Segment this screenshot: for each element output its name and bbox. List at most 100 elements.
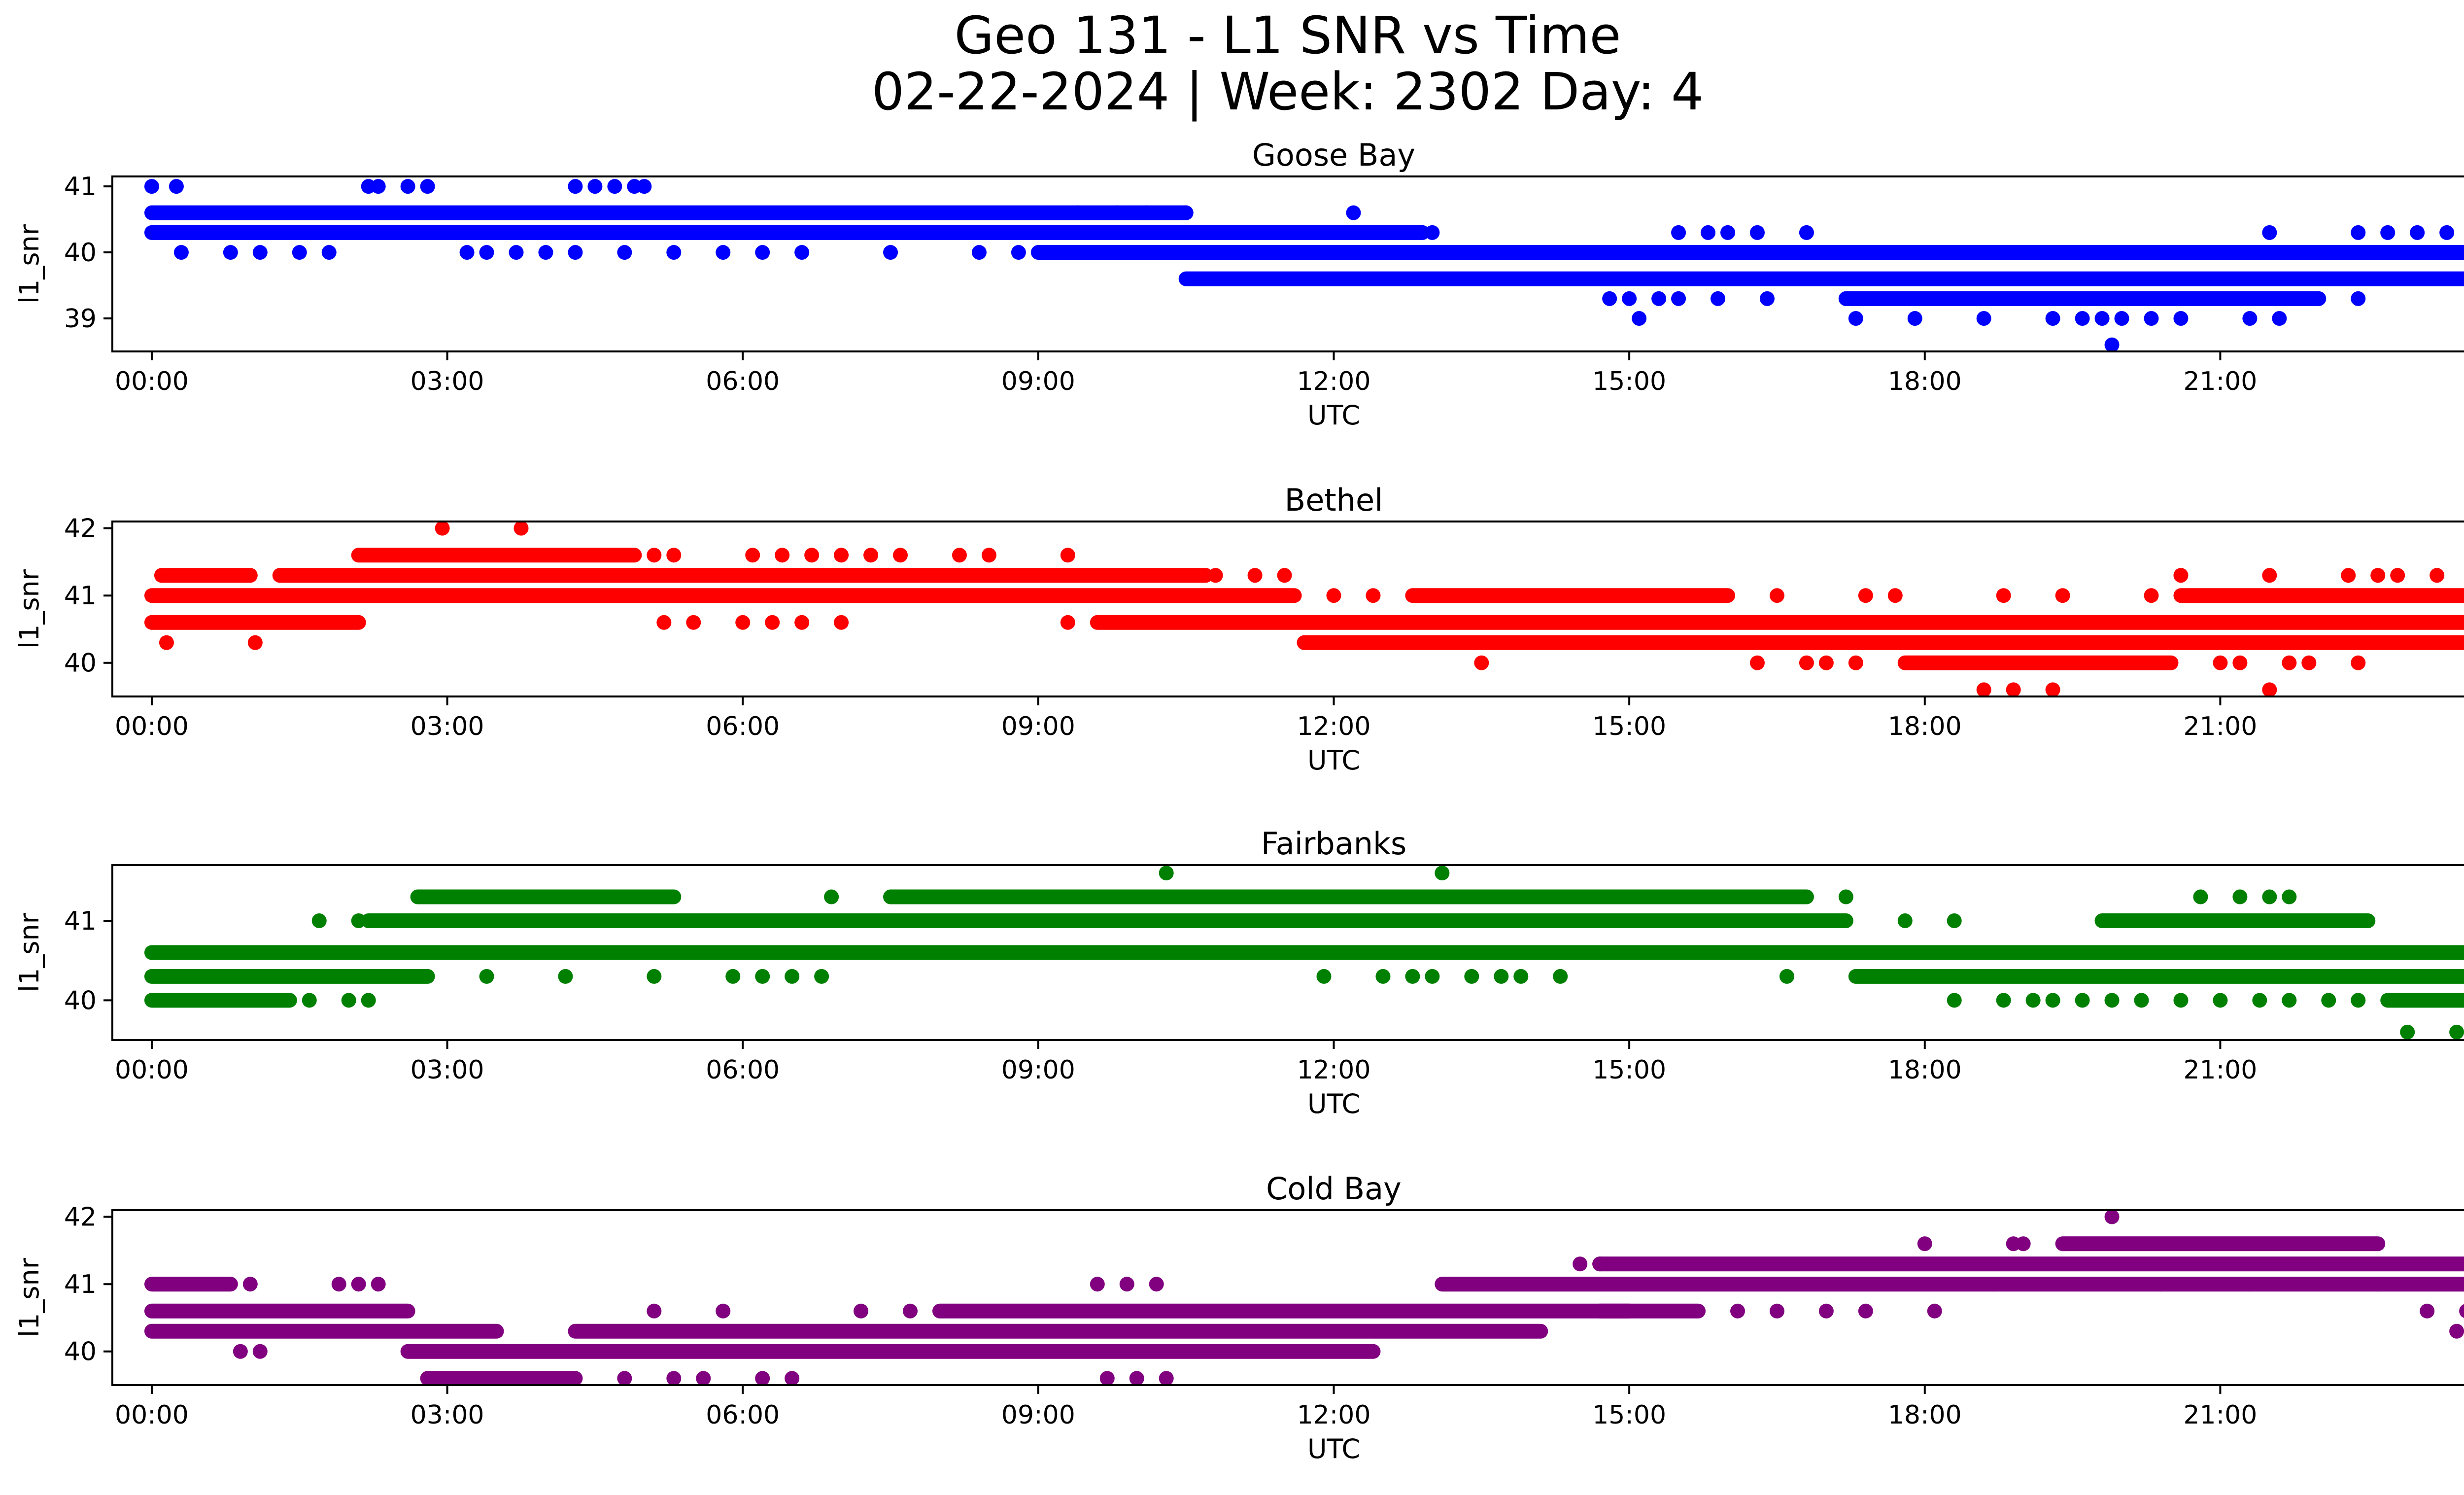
data-point-cold-bay-30	[1592, 1256, 1608, 1272]
point-run-goose-bay-1	[144, 225, 1430, 240]
y-tick-label-goose-bay-0: 39	[64, 304, 97, 334]
data-point-goose-bay-19	[538, 245, 553, 260]
data-point-goose-bay-5	[420, 179, 435, 194]
point-run-bethel-1	[144, 588, 1302, 603]
data-point-fairbanks-19	[814, 969, 829, 984]
data-point-fairbanks-22	[1405, 969, 1420, 984]
data-point-bethel-33	[2173, 568, 2189, 583]
data-point-cold-bay-33	[2016, 1236, 2031, 1252]
data-point-bethel-2	[159, 635, 174, 650]
data-point-cold-bay-20	[2459, 1304, 2464, 1318]
data-point-bethel-3	[247, 635, 263, 650]
y-tick-label-bethel-2: 42	[64, 514, 97, 544]
data-point-goose-bay-11	[173, 245, 189, 260]
data-point-goose-bay-51	[1711, 291, 1726, 306]
data-point-fairbanks-33	[1996, 993, 2011, 1008]
data-point-goose-bay-54	[2351, 291, 2366, 306]
data-point-bethel-41	[1749, 655, 1765, 670]
data-point-bethel-32	[2144, 588, 2159, 603]
data-point-bethel-54	[2410, 635, 2425, 650]
data-point-cold-bay-28	[1159, 1371, 1174, 1386]
data-point-fairbanks-32	[1947, 993, 1962, 1008]
point-run-cold-bay-8	[1592, 1256, 2464, 1272]
data-point-fairbanks-39	[2173, 993, 2189, 1008]
point-run-fairbanks-8	[2380, 993, 2464, 1008]
data-point-goose-bay-15	[321, 245, 337, 260]
point-run-cold-bay-0	[144, 1277, 238, 1292]
data-point-bethel-9	[834, 615, 849, 630]
data-point-goose-bay-47	[1602, 291, 1617, 306]
data-point-cold-bay-24	[755, 1371, 770, 1386]
data-point-fairbanks-17	[755, 969, 770, 984]
x-tick-label-fairbanks-1: 03:00	[411, 1055, 484, 1085]
point-run-fairbanks-4	[144, 945, 2464, 960]
y-tick-label-cold-bay-1: 41	[64, 1270, 97, 1299]
data-point-fairbanks-40	[2213, 993, 2228, 1008]
data-point-fairbanks-3	[351, 913, 366, 928]
data-point-goose-bay-64	[2144, 311, 2159, 326]
data-point-cold-bay-35	[2242, 1277, 2258, 1292]
data-point-cold-bay-3	[351, 1277, 366, 1292]
data-point-bethel-31	[2055, 588, 2070, 603]
data-point-goose-bay-56	[1632, 311, 1647, 326]
point-run-bethel-7	[1897, 655, 2179, 670]
y-axis-label-cold-bay: l1_snr	[14, 1257, 45, 1337]
point-run-cold-bay-6	[932, 1303, 1637, 1319]
point-run-fairbanks-3	[2094, 913, 2376, 928]
point-run-bethel-5	[1405, 588, 1736, 603]
data-point-goose-bay-3	[371, 179, 386, 194]
x-tick-label-goose-bay-4: 12:00	[1297, 367, 1371, 396]
data-point-fairbanks-5	[1947, 913, 1962, 928]
point-run-fairbanks-5	[144, 969, 435, 984]
data-point-goose-bay-23	[716, 245, 731, 260]
data-point-fairbanks-10	[2232, 889, 2248, 904]
point-run-fairbanks-6	[1848, 969, 2464, 984]
data-point-cold-bay-17	[1858, 1303, 1873, 1319]
data-point-goose-bay-39	[1799, 225, 1814, 240]
data-point-goose-bay-68	[2104, 337, 2120, 352]
data-point-bethel-44	[2232, 655, 2248, 670]
data-point-goose-bay-1	[169, 179, 184, 194]
x-tick-label-cold-bay-5: 15:00	[1592, 1400, 1666, 1430]
data-point-cold-bay-25	[785, 1371, 800, 1386]
point-run-fairbanks-7	[144, 993, 297, 1008]
data-point-fairbanks-26	[1513, 969, 1529, 984]
data-point-fairbanks-42	[2282, 993, 2297, 1008]
data-point-goose-bay-60	[2045, 311, 2060, 326]
data-point-bethel-15	[804, 548, 820, 563]
data-point-fairbanks-4	[1897, 913, 1913, 928]
data-point-cold-bay-5	[1090, 1277, 1105, 1292]
y-axis-label-goose-bay: l1_snr	[14, 224, 45, 304]
data-point-goose-bay-37	[1720, 225, 1736, 240]
x-tick-label-goose-bay-7: 21:00	[2183, 367, 2257, 396]
data-point-goose-bay-27	[971, 245, 987, 260]
data-point-goose-bay-52	[1759, 291, 1775, 306]
data-point-cold-bay-6	[1119, 1277, 1134, 1292]
data-point-bethel-23	[1247, 568, 1263, 583]
data-point-fairbanks-24	[1464, 969, 1479, 984]
point-run-bethel-6	[2173, 588, 2464, 603]
data-point-goose-bay-32	[1178, 205, 1194, 220]
x-tick-label-bethel-3: 09:00	[1001, 712, 1075, 741]
x-tick-label-goose-bay-6: 18:00	[1888, 367, 1962, 396]
data-point-cold-bay-13	[903, 1303, 918, 1319]
data-point-goose-bay-25	[794, 245, 810, 260]
data-point-fairbanks-44	[2351, 993, 2366, 1008]
data-point-goose-bay-13	[252, 245, 268, 260]
data-point-goose-bay-12	[223, 245, 238, 260]
data-point-fairbanks-7	[824, 889, 839, 904]
data-point-bethel-18	[893, 548, 908, 563]
data-point-goose-bay-63	[2114, 311, 2129, 326]
y-tick-label-bethel-1: 41	[64, 581, 97, 611]
data-point-fairbanks-25	[1494, 969, 1509, 984]
point-run-bethel-9	[351, 548, 642, 563]
data-point-goose-bay-57	[1848, 311, 1863, 326]
point-run-cold-bay-9	[2055, 1236, 2386, 1252]
data-point-goose-bay-0	[144, 179, 159, 194]
data-point-bethel-43	[2213, 655, 2228, 670]
data-point-bethel-7	[765, 615, 780, 630]
data-point-goose-bay-34	[1425, 225, 1440, 240]
data-point-cold-bay-11	[716, 1303, 731, 1319]
data-point-fairbanks-21	[1375, 969, 1391, 984]
data-point-bethel-22	[1208, 568, 1223, 583]
